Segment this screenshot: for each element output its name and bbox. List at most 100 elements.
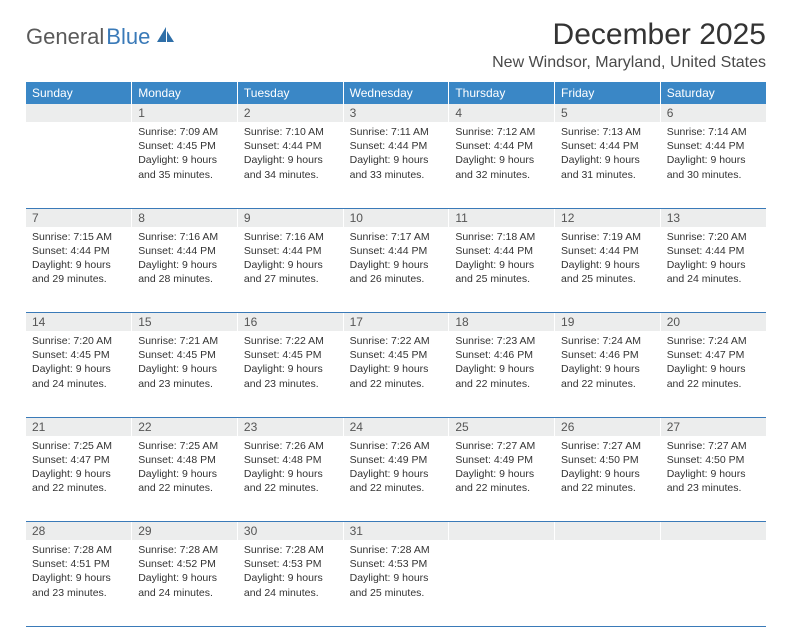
sunset-text: Sunset: 4:45 PM <box>244 348 337 362</box>
sunrise-text: Sunrise: 7:19 AM <box>561 230 654 244</box>
sunset-text: Sunset: 4:44 PM <box>244 139 337 153</box>
sunrise-text: Sunrise: 7:25 AM <box>32 439 125 453</box>
sunset-text: Sunset: 4:44 PM <box>138 244 231 258</box>
d1-text: Daylight: 9 hours <box>138 258 231 272</box>
sunrise-text: Sunrise: 7:22 AM <box>350 334 443 348</box>
sunrise-text: Sunrise: 7:24 AM <box>561 334 654 348</box>
day-number: 20 <box>660 313 766 332</box>
day-number-row: 28293031 <box>26 522 766 541</box>
d2-text: and 22 minutes. <box>350 377 443 391</box>
d2-text: and 24 minutes. <box>244 586 337 600</box>
sunset-text: Sunset: 4:45 PM <box>350 348 443 362</box>
d1-text: Daylight: 9 hours <box>667 362 760 376</box>
sunrise-text: Sunrise: 7:27 AM <box>667 439 760 453</box>
day-cell: Sunrise: 7:19 AMSunset: 4:44 PMDaylight:… <box>555 227 661 313</box>
d2-text: and 32 minutes. <box>455 168 548 182</box>
d1-text: Daylight: 9 hours <box>561 467 654 481</box>
d2-text: and 31 minutes. <box>561 168 654 182</box>
sunset-text: Sunset: 4:47 PM <box>32 453 125 467</box>
d2-text: and 30 minutes. <box>667 168 760 182</box>
d2-text: and 33 minutes. <box>350 168 443 182</box>
d1-text: Daylight: 9 hours <box>32 467 125 481</box>
day-number: 10 <box>343 208 449 227</box>
day-cell: Sunrise: 7:16 AMSunset: 4:44 PMDaylight:… <box>237 227 343 313</box>
d1-text: Daylight: 9 hours <box>667 153 760 167</box>
weekday-header: Wednesday <box>343 82 449 104</box>
day-cell: Sunrise: 7:23 AMSunset: 4:46 PMDaylight:… <box>449 331 555 417</box>
sunrise-text: Sunrise: 7:15 AM <box>32 230 125 244</box>
d2-text: and 22 minutes. <box>244 481 337 495</box>
d1-text: Daylight: 9 hours <box>244 153 337 167</box>
day-cell: Sunrise: 7:27 AMSunset: 4:49 PMDaylight:… <box>449 436 555 522</box>
weekday-header: Tuesday <box>237 82 343 104</box>
sunset-text: Sunset: 4:44 PM <box>561 139 654 153</box>
day-cell: Sunrise: 7:09 AMSunset: 4:45 PMDaylight:… <box>132 122 238 208</box>
d1-text: Daylight: 9 hours <box>138 467 231 481</box>
sunrise-text: Sunrise: 7:13 AM <box>561 125 654 139</box>
d1-text: Daylight: 9 hours <box>138 153 231 167</box>
d2-text: and 22 minutes. <box>455 481 548 495</box>
weekday-header: Monday <box>132 82 238 104</box>
d1-text: Daylight: 9 hours <box>455 258 548 272</box>
d2-text: and 34 minutes. <box>244 168 337 182</box>
day-cell: Sunrise: 7:20 AMSunset: 4:45 PMDaylight:… <box>26 331 132 417</box>
d2-text: and 28 minutes. <box>138 272 231 286</box>
day-cell: Sunrise: 7:26 AMSunset: 4:49 PMDaylight:… <box>343 436 449 522</box>
d2-text: and 25 minutes. <box>561 272 654 286</box>
sunrise-text: Sunrise: 7:20 AM <box>32 334 125 348</box>
d2-text: and 27 minutes. <box>244 272 337 286</box>
logo-text-blue: Blue <box>106 24 150 50</box>
d2-text: and 35 minutes. <box>138 168 231 182</box>
d2-text: and 22 minutes. <box>561 377 654 391</box>
sunrise-text: Sunrise: 7:20 AM <box>667 230 760 244</box>
d2-text: and 23 minutes. <box>32 586 125 600</box>
d2-text: and 22 minutes. <box>32 481 125 495</box>
sunrise-text: Sunrise: 7:12 AM <box>455 125 548 139</box>
sunrise-text: Sunrise: 7:27 AM <box>455 439 548 453</box>
day-cell: Sunrise: 7:28 AMSunset: 4:53 PMDaylight:… <box>237 540 343 626</box>
sunrise-text: Sunrise: 7:25 AM <box>138 439 231 453</box>
d1-text: Daylight: 9 hours <box>561 362 654 376</box>
day-cell: Sunrise: 7:21 AMSunset: 4:45 PMDaylight:… <box>132 331 238 417</box>
d1-text: Daylight: 9 hours <box>32 362 125 376</box>
day-cell: Sunrise: 7:27 AMSunset: 4:50 PMDaylight:… <box>660 436 766 522</box>
day-number: 17 <box>343 313 449 332</box>
calendar-table: Sunday Monday Tuesday Wednesday Thursday… <box>26 82 766 627</box>
month-title: December 2025 <box>492 18 766 52</box>
day-number-row: 78910111213 <box>26 208 766 227</box>
sunrise-text: Sunrise: 7:14 AM <box>667 125 760 139</box>
sunrise-text: Sunrise: 7:16 AM <box>244 230 337 244</box>
day-cell: Sunrise: 7:16 AMSunset: 4:44 PMDaylight:… <box>132 227 238 313</box>
d1-text: Daylight: 9 hours <box>350 467 443 481</box>
day-cell: Sunrise: 7:24 AMSunset: 4:46 PMDaylight:… <box>555 331 661 417</box>
d1-text: Daylight: 9 hours <box>350 258 443 272</box>
sunset-text: Sunset: 4:49 PM <box>455 453 548 467</box>
day-number: 29 <box>132 522 238 541</box>
day-number: 3 <box>343 104 449 122</box>
sunset-text: Sunset: 4:47 PM <box>667 348 760 362</box>
logo: General Blue <box>26 24 175 50</box>
sunrise-text: Sunrise: 7:10 AM <box>244 125 337 139</box>
day-cell: Sunrise: 7:22 AMSunset: 4:45 PMDaylight:… <box>343 331 449 417</box>
d2-text: and 29 minutes. <box>32 272 125 286</box>
day-cell: Sunrise: 7:25 AMSunset: 4:48 PMDaylight:… <box>132 436 238 522</box>
day-number: 25 <box>449 417 555 436</box>
sunset-text: Sunset: 4:44 PM <box>667 244 760 258</box>
sunset-text: Sunset: 4:44 PM <box>667 139 760 153</box>
sunrise-text: Sunrise: 7:28 AM <box>350 543 443 557</box>
day-cell <box>26 122 132 208</box>
d1-text: Daylight: 9 hours <box>455 362 548 376</box>
d2-text: and 24 minutes. <box>667 272 760 286</box>
d1-text: Daylight: 9 hours <box>138 362 231 376</box>
sunset-text: Sunset: 4:53 PM <box>244 557 337 571</box>
day-cell: Sunrise: 7:27 AMSunset: 4:50 PMDaylight:… <box>555 436 661 522</box>
weekday-header: Saturday <box>660 82 766 104</box>
sunset-text: Sunset: 4:50 PM <box>561 453 654 467</box>
d2-text: and 22 minutes. <box>138 481 231 495</box>
day-number-row: 123456 <box>26 104 766 122</box>
d2-text: and 25 minutes. <box>455 272 548 286</box>
d2-text: and 24 minutes. <box>138 586 231 600</box>
d1-text: Daylight: 9 hours <box>561 153 654 167</box>
d1-text: Daylight: 9 hours <box>244 362 337 376</box>
sunset-text: Sunset: 4:50 PM <box>667 453 760 467</box>
